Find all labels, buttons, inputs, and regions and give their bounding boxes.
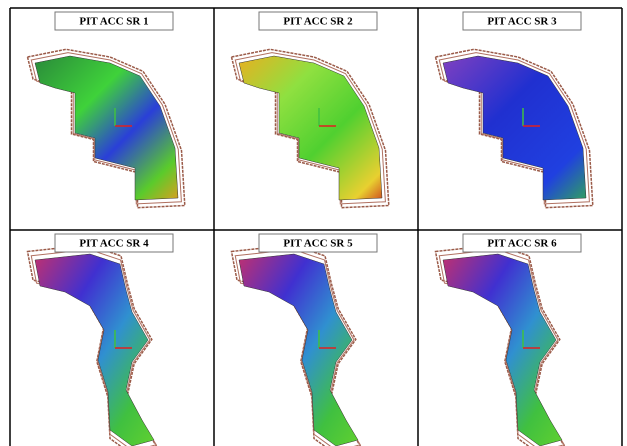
panel-label: PIT ACC SR 4 (79, 238, 149, 250)
panel-label: PIT ACC SR 2 (283, 16, 353, 28)
surface-map (443, 56, 586, 200)
map-panel: PIT ACC SR 5 (232, 234, 378, 446)
surface-map (35, 254, 154, 446)
panel-label: PIT ACC SR 5 (283, 238, 353, 250)
surface-map (239, 56, 382, 200)
surface-map (443, 254, 562, 446)
surface-map (239, 254, 358, 446)
surface-map (35, 56, 178, 200)
map-panel: PIT ACC SR 2 (232, 12, 389, 208)
map-panel: PIT ACC SR 4 (28, 234, 174, 446)
panel-grid: PIT ACC SR 1 PIT ACC SR 2 PIT ACC SR 3 PIT … (28, 12, 593, 446)
panel-label: PIT ACC SR 1 (79, 16, 148, 28)
figure: PIT ACC SR 1 PIT ACC SR 2 PIT ACC SR 3 PIT … (0, 0, 627, 446)
map-panel: PIT ACC SR 6 (436, 234, 582, 446)
map-panel: PIT ACC SR 1 (28, 12, 185, 208)
panel-label: PIT ACC SR 3 (487, 16, 557, 28)
panel-label: PIT ACC SR 6 (487, 238, 557, 250)
map-panel: PIT ACC SR 3 (436, 12, 593, 208)
